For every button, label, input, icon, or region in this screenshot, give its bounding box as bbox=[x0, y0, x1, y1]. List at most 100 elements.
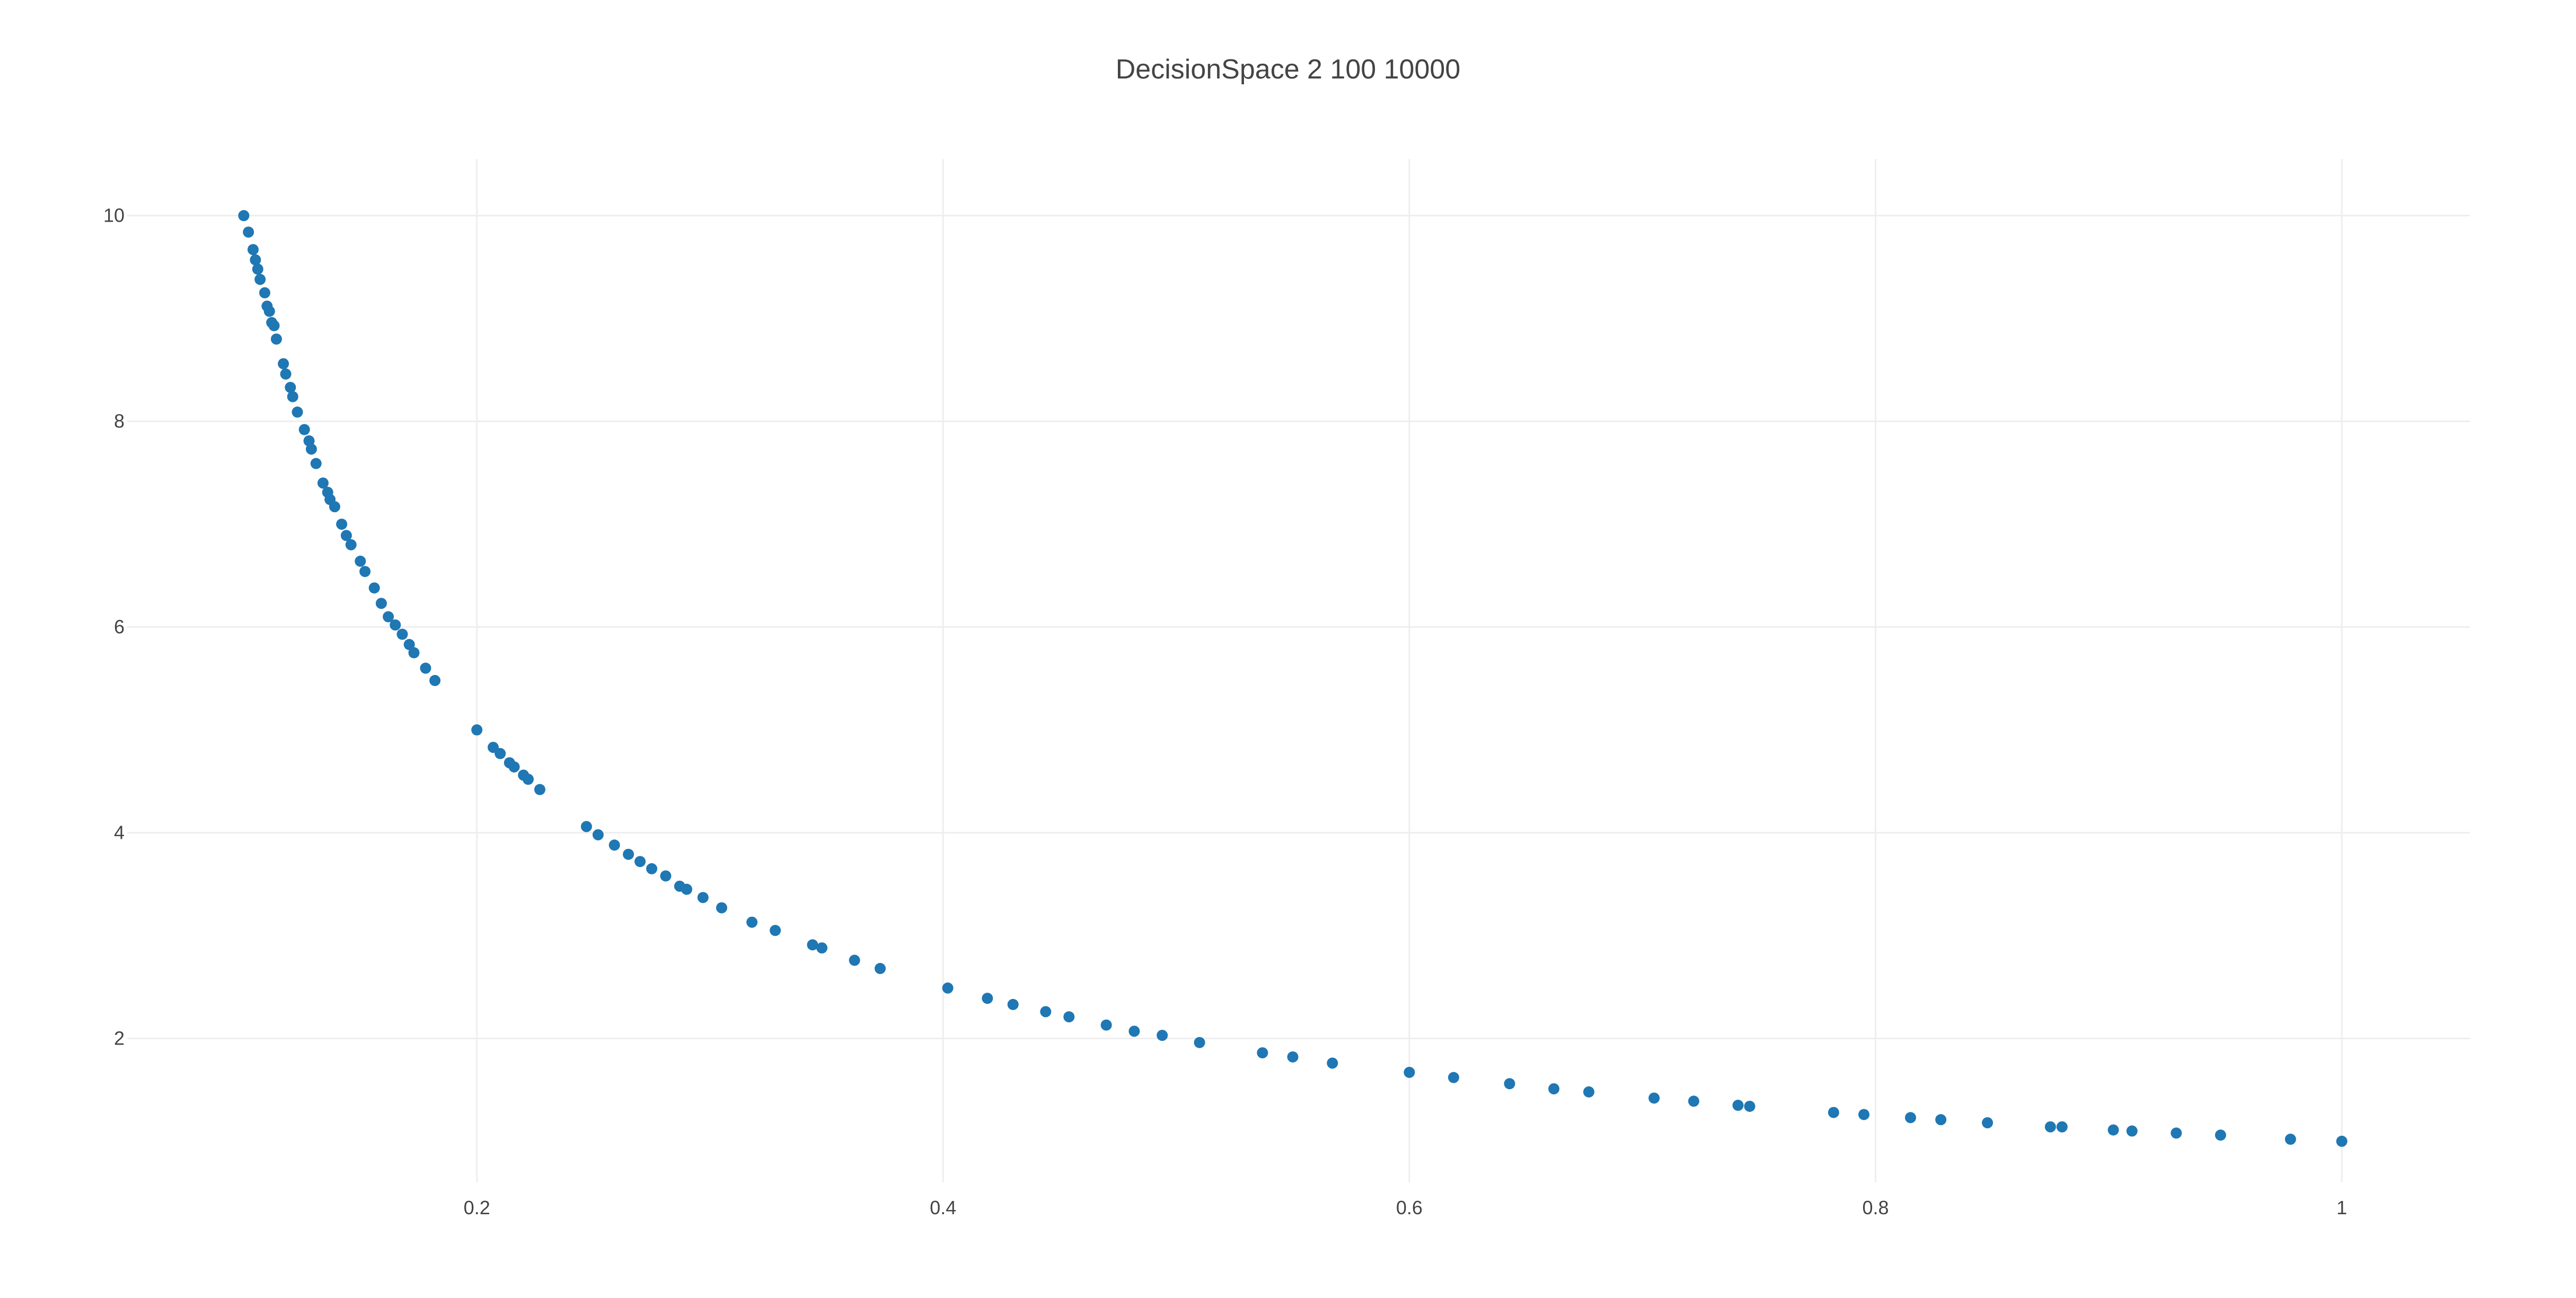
scatter-point bbox=[243, 226, 254, 238]
scatter-point bbox=[1063, 1011, 1075, 1023]
scatter-point bbox=[396, 628, 408, 640]
scatter-points bbox=[238, 210, 2348, 1147]
scatter-point bbox=[252, 264, 263, 275]
scatter-point bbox=[2126, 1125, 2138, 1137]
scatter-point bbox=[471, 724, 483, 736]
scatter-point bbox=[292, 406, 303, 418]
y-tick-label: 4 bbox=[114, 822, 125, 844]
scatter-point bbox=[403, 639, 415, 651]
scatter-point bbox=[375, 598, 387, 609]
scatter-point bbox=[247, 244, 259, 256]
scatter-point bbox=[305, 443, 317, 455]
scatter-point bbox=[1904, 1112, 1916, 1124]
scatter-point bbox=[1828, 1107, 1839, 1118]
scatter-point bbox=[268, 320, 280, 331]
scatter-point bbox=[298, 424, 310, 435]
scatter-point bbox=[329, 501, 340, 513]
scatter-point bbox=[875, 963, 886, 975]
scatter-point bbox=[408, 647, 420, 659]
scatter-point bbox=[2215, 1129, 2226, 1141]
y-tick-label: 6 bbox=[114, 616, 125, 638]
scatter-point bbox=[1732, 1100, 1744, 1111]
scatter-point bbox=[1157, 1030, 1168, 1041]
axis-tick-labels: 0.2 0.4 0.6 0.8 1 2 4 6 8 10 bbox=[103, 205, 2347, 1218]
scatter-point bbox=[849, 954, 860, 966]
scatter-point bbox=[608, 839, 620, 851]
scatter-point bbox=[368, 582, 380, 594]
scatter-point bbox=[259, 287, 270, 299]
scatter-point bbox=[660, 870, 672, 882]
chart-title: DecisionSpace 2 100 10000 bbox=[1116, 54, 1460, 85]
scatter-point bbox=[2044, 1121, 2056, 1133]
scatter-point bbox=[942, 982, 954, 994]
scatter-point bbox=[508, 761, 520, 773]
scatter-point bbox=[2171, 1127, 2182, 1139]
scatter-point bbox=[270, 333, 282, 345]
grid-lines bbox=[127, 159, 2470, 1182]
scatter-point bbox=[646, 863, 658, 874]
scatter-point bbox=[1504, 1078, 1515, 1090]
scatter-point bbox=[355, 555, 366, 567]
scatter-point bbox=[429, 674, 441, 686]
scatter-point bbox=[592, 829, 604, 840]
scatter-point bbox=[1548, 1083, 1560, 1094]
x-tick-label: 0.8 bbox=[1862, 1197, 1889, 1218]
scatter-point bbox=[1327, 1057, 1338, 1069]
scatter-point bbox=[634, 856, 646, 867]
scatter-point bbox=[340, 530, 352, 541]
scatter-point bbox=[746, 916, 758, 928]
scatter-point bbox=[681, 883, 693, 895]
scatter-point bbox=[1982, 1117, 1993, 1128]
scatter-point bbox=[2107, 1124, 2119, 1136]
scatter-point bbox=[310, 458, 322, 469]
y-tick-label: 10 bbox=[103, 205, 125, 226]
scatter-point bbox=[1257, 1047, 1268, 1059]
scatter-point bbox=[1100, 1019, 1112, 1031]
scatter-point bbox=[390, 619, 401, 631]
scatter-point bbox=[770, 925, 781, 936]
scatter-point bbox=[285, 382, 296, 393]
x-tick-label: 1 bbox=[2336, 1197, 2347, 1218]
scatter-point bbox=[1688, 1095, 1699, 1107]
scatter-point bbox=[1404, 1066, 1415, 1078]
scatter-point bbox=[383, 611, 394, 622]
scatter-point bbox=[359, 566, 371, 577]
y-tick-label: 2 bbox=[114, 1027, 125, 1049]
scatter-point bbox=[1935, 1114, 1947, 1126]
scatter-point bbox=[495, 748, 506, 759]
scatter-point bbox=[1858, 1109, 1870, 1120]
x-tick-label: 0.6 bbox=[1396, 1197, 1423, 1218]
scatter-point bbox=[2336, 1135, 2348, 1147]
scatter-point bbox=[280, 368, 292, 380]
scatter-point bbox=[238, 210, 250, 222]
scatter-point bbox=[534, 784, 545, 795]
x-tick-label: 0.4 bbox=[930, 1197, 956, 1218]
scatter-point bbox=[1194, 1037, 1205, 1048]
scatter-point bbox=[697, 892, 709, 904]
scatter-point bbox=[1648, 1092, 1660, 1104]
scatter-point bbox=[336, 519, 348, 530]
scatter-point bbox=[623, 848, 634, 860]
scatter-point bbox=[816, 942, 828, 954]
scatter-point bbox=[1287, 1051, 1299, 1063]
scatter-point bbox=[982, 993, 993, 1004]
scatter-point bbox=[287, 391, 298, 402]
scatter-point bbox=[254, 274, 266, 285]
scatter-point bbox=[2284, 1134, 2296, 1145]
scatter-point bbox=[2056, 1121, 2068, 1133]
y-tick-label: 8 bbox=[114, 410, 125, 432]
scatter-point bbox=[263, 305, 275, 317]
scatter-point bbox=[278, 358, 289, 370]
scatter-point bbox=[807, 939, 818, 951]
scatter-point bbox=[522, 774, 534, 785]
scatter-point bbox=[1448, 1072, 1459, 1083]
scatter-point bbox=[317, 477, 329, 489]
x-tick-label: 0.2 bbox=[464, 1197, 490, 1218]
scatter-point bbox=[250, 254, 261, 266]
scatter-point bbox=[1007, 998, 1019, 1010]
scatter-point bbox=[420, 662, 431, 674]
scatter-point bbox=[1583, 1086, 1595, 1098]
scatter-point bbox=[580, 821, 592, 832]
